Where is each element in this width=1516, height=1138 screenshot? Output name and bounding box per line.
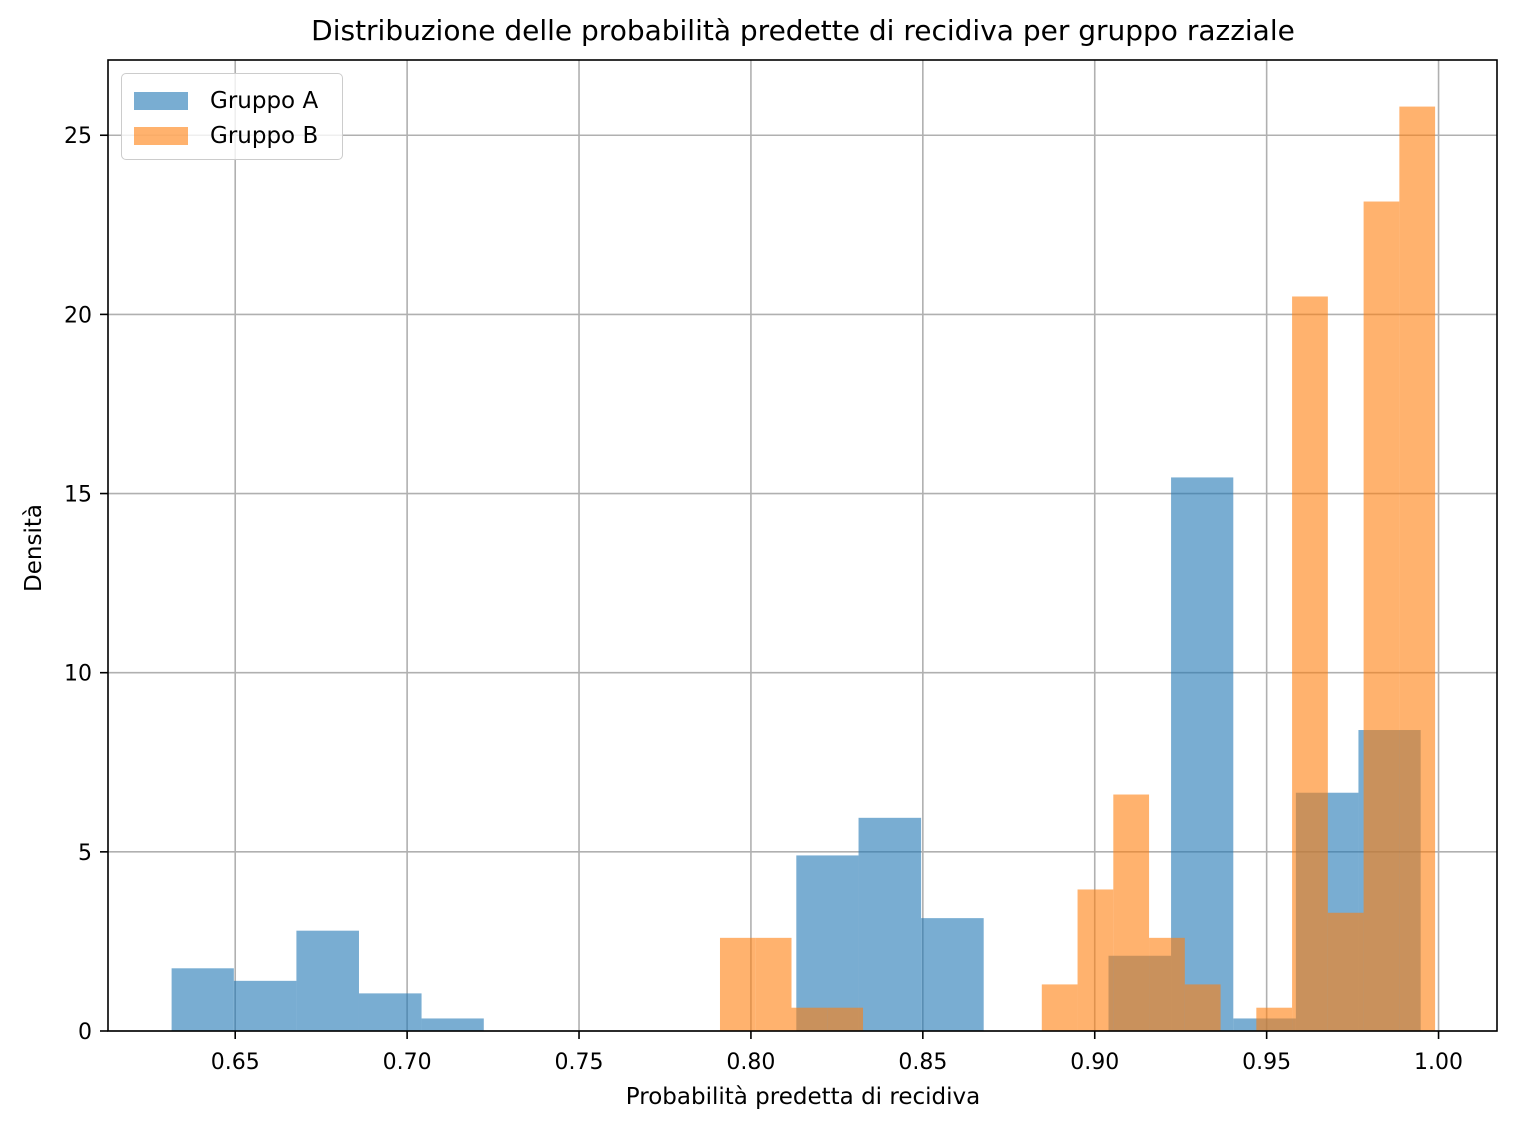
bar-series-1-bin-15	[1256, 1007, 1293, 1031]
bar-series-0-bin-0	[171, 968, 234, 1031]
plot-frame	[107, 59, 1498, 1032]
bar-series-1-bin-11	[1113, 794, 1150, 1031]
bar-series-1-bin-9	[1041, 984, 1078, 1031]
chart-title: Distribuzione delle probabilità predette…	[311, 14, 1295, 47]
bar-series-1-bin-12	[1149, 937, 1185, 1031]
bar-series-1-bin-17	[1327, 912, 1364, 1031]
x-tick-label-2: 0.75	[555, 1050, 604, 1075]
y-tick-label-5: 25	[64, 124, 92, 149]
x-axis-label: Probabilità predetta di recidiva	[625, 1084, 981, 1110]
bar-series-1-bin-18	[1363, 201, 1400, 1031]
bar-series-0-bin-4	[421, 1018, 484, 1031]
bar-series-1-bin-10	[1077, 889, 1114, 1031]
y-tick-label-0: 0	[78, 1020, 92, 1045]
bar-series-1-bin-0	[719, 937, 756, 1031]
bar-series-0-bin-1	[233, 980, 297, 1031]
bar-series-1-bin-1	[755, 937, 792, 1031]
x-tick-label-4: 0.85	[898, 1050, 947, 1075]
legend-label-series-b: Gruppo B	[210, 123, 319, 149]
bar-series-1-bin-19	[1399, 106, 1436, 1031]
legend-label-series-a: Gruppo A	[210, 88, 319, 114]
legend-item-series-a: Gruppo A	[134, 86, 318, 116]
legend-swatch-series-a	[134, 92, 188, 110]
y-tick-label-1: 5	[78, 841, 92, 866]
bar-series-0-bin-10	[796, 855, 859, 1031]
bar-series-0-bin-12	[921, 918, 984, 1031]
y-tick-label-2: 10	[64, 662, 92, 687]
x-tick-label-3: 0.80	[726, 1050, 775, 1075]
x-tick-label-1: 0.70	[383, 1050, 432, 1075]
x-tick-label-5: 0.90	[1070, 1050, 1119, 1075]
legend: Gruppo A Gruppo B	[121, 73, 343, 160]
x-tick-label-0: 0.65	[211, 1050, 260, 1075]
y-axis-label: Densità	[21, 504, 47, 592]
bar-series-0-bin-2	[296, 930, 359, 1031]
x-tick-label-7: 1.00	[1414, 1050, 1463, 1075]
y-tick-label-3: 15	[64, 483, 92, 508]
bar-series-1-bin-3	[827, 1007, 864, 1031]
bar-series-0-bin-11	[858, 817, 922, 1031]
bar-series-0-bin-3	[358, 993, 422, 1031]
bar-series-1-bin-16	[1292, 296, 1328, 1031]
legend-item-series-b: Gruppo B	[134, 121, 318, 151]
bar-series-1-bin-2	[791, 1007, 828, 1031]
legend-swatch-series-b	[134, 127, 188, 145]
y-tick-label-4: 20	[64, 303, 92, 328]
bar-series-1-bin-13	[1184, 984, 1221, 1031]
x-tick-label-6: 0.95	[1242, 1050, 1291, 1075]
